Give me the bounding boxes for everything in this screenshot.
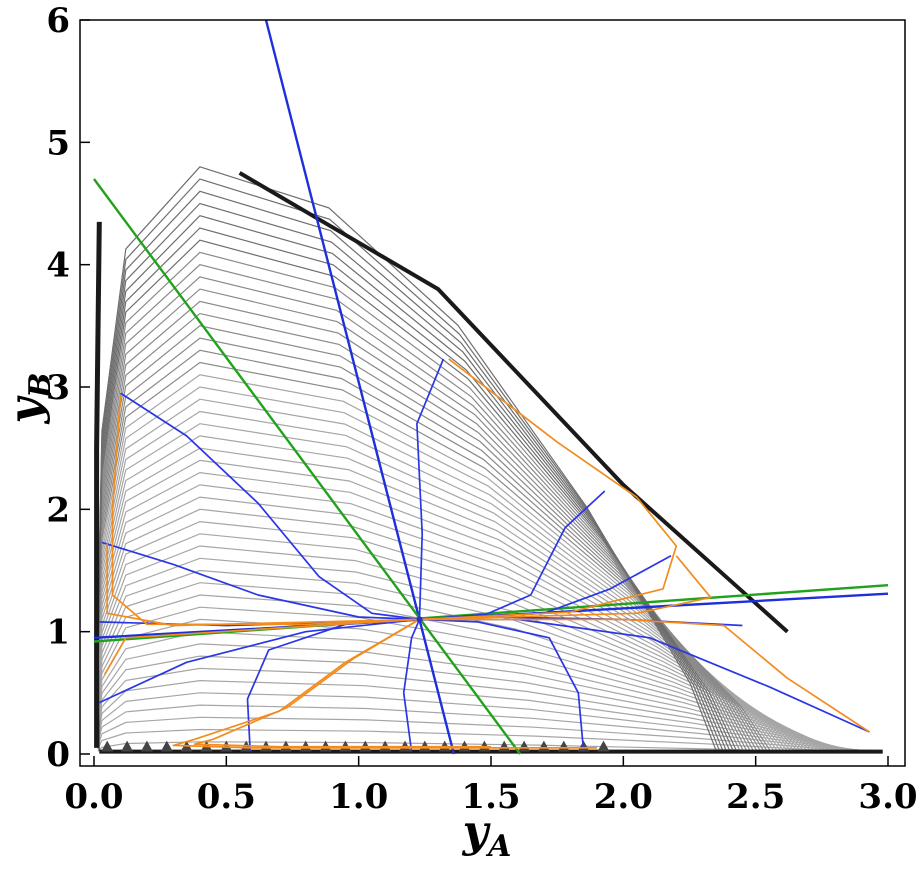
boundary-marker (140, 740, 153, 752)
y-tick-label: 6 (46, 1, 70, 41)
y-axis-title: yB (0, 373, 58, 425)
boundary-marker (121, 740, 134, 752)
contour-line (97, 520, 815, 751)
contour-line (97, 312, 758, 751)
contour-line (97, 471, 801, 751)
y-tick-label: 2 (46, 490, 70, 530)
contour-line (97, 349, 768, 751)
trajectory-orange (172, 618, 597, 749)
x-tick-label: 2.0 (594, 777, 653, 817)
x-tick-label: 3.0 (858, 777, 917, 817)
y-tick-label: 4 (46, 246, 70, 286)
x-tick-label: 0.0 (64, 777, 123, 817)
trajectory-blue (419, 490, 606, 621)
boundary-marker (537, 740, 550, 752)
trajectory-blue (120, 392, 420, 621)
series-layer (93, 19, 889, 755)
x-ticks: 0.0 0.5 1.0 1.5 2.0 2.5 3.0 (64, 756, 917, 817)
contour-lines (97, 166, 875, 754)
boundary-marker (101, 740, 114, 752)
x-tick-label: 1.5 (461, 777, 520, 817)
y-tick-label: 1 (46, 613, 70, 653)
x-axis-title: yA (462, 806, 512, 864)
trajectory-blue (416, 358, 445, 620)
left-boundary (94, 221, 102, 748)
boundary-marker (518, 740, 531, 752)
trajectory-orange (419, 358, 678, 621)
x-tick-label: 1.0 (329, 777, 388, 817)
boundary-marker (498, 740, 511, 752)
trajectory-blue (98, 618, 420, 704)
y-tick-label: 0 (46, 735, 70, 775)
contour-line (97, 557, 825, 751)
trajectory-blue (419, 618, 585, 752)
trajectory-orange (193, 618, 491, 748)
contour-line (97, 300, 754, 751)
y-ticks: 0 1 2 3 4 5 6 (46, 1, 90, 775)
contour-line (97, 716, 869, 751)
boundary-marker (220, 740, 233, 752)
x-tick-label: 2.5 (726, 777, 785, 817)
trajectory-orange (106, 543, 420, 627)
boundary-marker (160, 740, 173, 752)
boundary-marker (597, 740, 610, 752)
y-tick-label: 3 (46, 368, 70, 408)
contour-line (97, 166, 717, 751)
contour-line (97, 704, 865, 751)
contour-line (97, 239, 737, 751)
nullcline-green (93, 178, 522, 755)
trajectory-orange (111, 395, 420, 626)
y-tick-label: 5 (46, 123, 70, 163)
trajectory-orange (419, 618, 870, 733)
boundary-marker (557, 740, 570, 752)
fixed-point (416, 616, 423, 623)
contour-line (97, 631, 845, 751)
nullcline-blue (264, 19, 456, 755)
x-tick-label: 0.5 (197, 777, 256, 817)
trajectory-blue (402, 619, 421, 752)
trajectory-orange (419, 555, 712, 621)
contour-line (97, 728, 872, 752)
plot-frame (79, 19, 906, 767)
upper-boundary (238, 171, 789, 634)
trajectory-blue (101, 541, 420, 621)
trajectory-orange (103, 618, 420, 675)
